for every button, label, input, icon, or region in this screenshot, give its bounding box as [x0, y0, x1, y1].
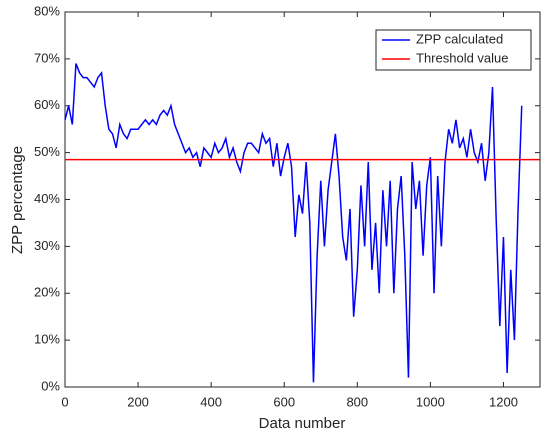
y-tick-label: 60%	[34, 97, 60, 112]
x-tick-label: 1000	[416, 394, 445, 409]
series-line	[64, 63, 523, 383]
legend-label: Threshold value	[416, 50, 509, 65]
legend-box	[375, 29, 532, 71]
y-tick-label: 10%	[34, 332, 60, 347]
y-tick-label: 50%	[34, 144, 60, 159]
y-tick-label: 70%	[34, 50, 60, 65]
y-axis-label: ZPP percentage	[9, 146, 26, 254]
y-tick-label: 40%	[34, 191, 60, 206]
x-tick-label: 1200	[489, 394, 518, 409]
y-tick-label: 0%	[41, 378, 60, 393]
y-tick-label: 20%	[34, 285, 60, 300]
x-axis-label: Data number	[259, 415, 346, 432]
legend-label: ZPP calculated	[416, 31, 503, 46]
x-tick-label: 600	[273, 394, 295, 409]
x-tick-label: 200	[127, 394, 149, 409]
y-tick-label: 30%	[34, 238, 60, 253]
x-tick-label: 0	[61, 394, 68, 409]
x-tick-label: 800	[346, 394, 368, 409]
x-tick-label: 400	[200, 394, 222, 409]
y-tick-label: 80%	[34, 3, 60, 18]
plot-frame	[64, 11, 541, 388]
